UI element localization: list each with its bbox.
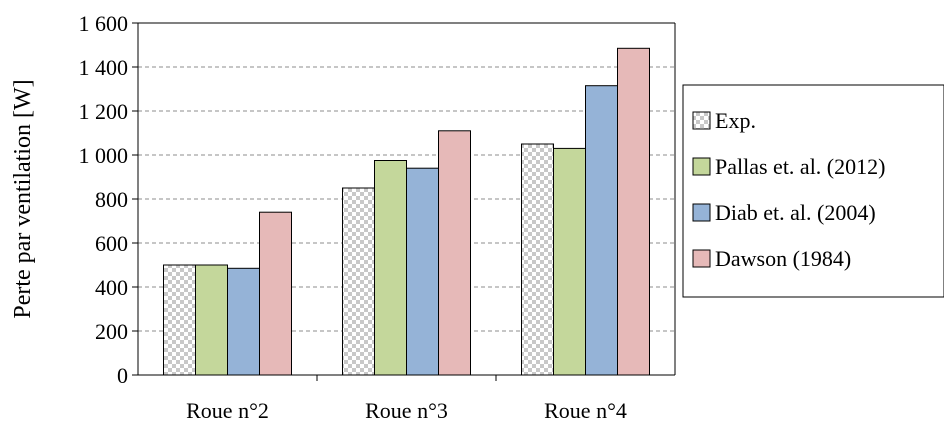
bar-3-1 — [438, 130, 471, 376]
y-tick-label: 400 — [95, 275, 128, 300]
legend-label: Dawson (1984) — [715, 246, 851, 271]
y-tick-label: 1 200 — [79, 99, 129, 124]
bar-2-2 — [585, 85, 618, 376]
bar-1-2 — [553, 147, 586, 376]
bar-0-2 — [521, 143, 554, 376]
y-tick-labels: 0 200 400 600 800 1 000 1 200 1 400 1 600 — [79, 11, 138, 388]
bar-3-0 — [259, 211, 292, 376]
y-tick-label: 800 — [95, 187, 128, 212]
bar-0-1 — [342, 187, 375, 376]
legend-label: Pallas et. al. (2012) — [715, 154, 885, 179]
legend-label: Exp. — [715, 108, 756, 133]
legend-label: Diab et. al. (2004) — [715, 200, 876, 225]
x-tick-labels: Roue n°2 Roue n°3 Roue n°4 — [186, 375, 627, 423]
bar-1-0 — [195, 264, 228, 376]
y-tick-label: 200 — [95, 319, 128, 344]
y-axis-title: Perte par ventilation [W] — [10, 79, 36, 318]
legend-box — [682, 84, 944, 298]
bar-2-1 — [406, 167, 439, 376]
y-tick-label: 1 000 — [79, 143, 129, 168]
x-tick-label: Roue n°2 — [186, 398, 269, 423]
legend-swatch — [692, 111, 711, 130]
y-tick-label: 0 — [117, 363, 128, 388]
bar-3-2 — [617, 47, 650, 376]
bar-0-0 — [163, 264, 196, 376]
bar-1-1 — [374, 160, 407, 376]
legend: Exp. Pallas et. al. (2012) Diab et. al. (2… — [682, 84, 944, 298]
bars — [163, 47, 650, 376]
y-tick-label: 1 600 — [79, 11, 129, 36]
axes — [137, 22, 676, 376]
x-tick-label: Roue n°4 — [544, 398, 627, 423]
bar-2-0 — [227, 267, 260, 376]
legend-swatch — [692, 203, 711, 222]
y-tick-label: 600 — [95, 231, 128, 256]
x-tick-label: Roue n°3 — [365, 398, 448, 423]
y-tick-label: 1 400 — [79, 55, 129, 80]
legend-swatch — [692, 249, 711, 268]
legend-swatch — [692, 157, 711, 176]
